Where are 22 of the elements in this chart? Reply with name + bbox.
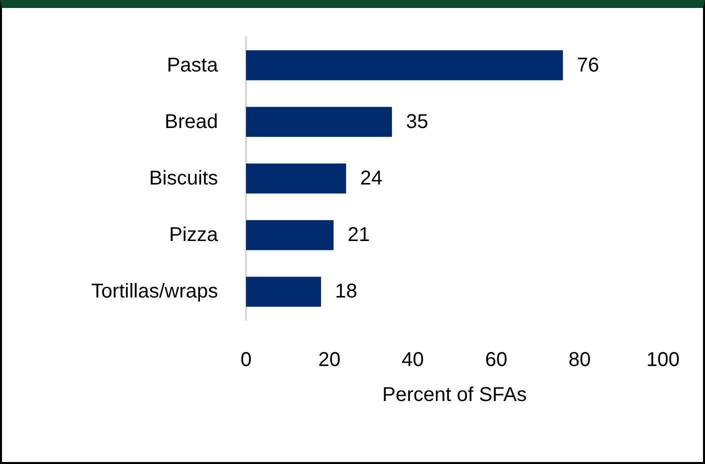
- data-label: 76: [576, 54, 600, 76]
- bar: [246, 106, 392, 137]
- data-label: 24: [360, 168, 382, 190]
- data-label: 18: [335, 280, 358, 303]
- bar: [246, 164, 346, 194]
- x-tick-label: 80: [568, 349, 591, 371]
- y-tick-label: Bread: [164, 110, 218, 133]
- y-tick-label: Biscuits: [149, 168, 218, 190]
- x-tick-label: 0: [240, 349, 252, 371]
- data-label: 35: [406, 110, 428, 133]
- x-tick-label: 60: [485, 349, 508, 371]
- y-tick-label: Pasta: [166, 54, 219, 76]
- x-tick-label: 100: [646, 349, 680, 371]
- y-tick-label: Tortillas/wraps: [91, 280, 218, 303]
- x-tick-label: 20: [318, 349, 341, 371]
- bar: [246, 276, 322, 307]
- bar: [246, 50, 563, 80]
- x-axis-title: Percent of SFAs: [382, 384, 527, 406]
- bar: [246, 220, 334, 250]
- data-label: 21: [348, 224, 370, 246]
- x-tick-label: 40: [402, 349, 424, 371]
- y-tick-label: Pizza: [169, 224, 219, 246]
